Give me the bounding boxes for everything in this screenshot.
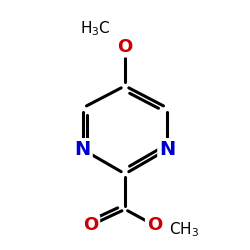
Text: CH$_3$: CH$_3$ — [169, 221, 199, 240]
Text: H$_3$C: H$_3$C — [80, 19, 110, 38]
Text: O: O — [147, 216, 162, 234]
Text: N: N — [159, 140, 176, 159]
Text: N: N — [74, 140, 91, 159]
Text: O: O — [83, 216, 98, 234]
Text: O: O — [118, 38, 132, 56]
